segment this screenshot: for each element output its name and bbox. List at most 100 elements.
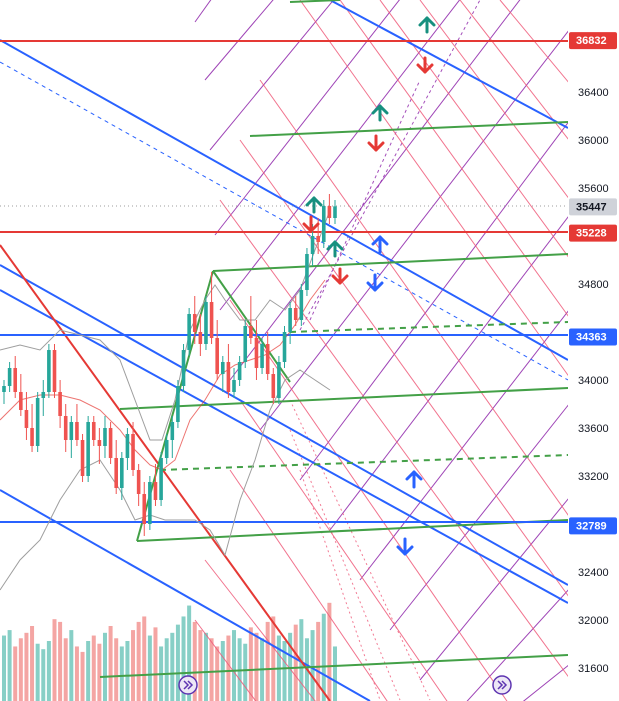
red-dotted-line (299, 469, 381, 701)
purple-line (194, 0, 212, 23)
candle-body (232, 380, 236, 392)
candle (125, 428, 130, 470)
candle-body (120, 458, 124, 488)
blue-channel-line (0, 264, 568, 586)
candle (271, 368, 276, 404)
candle-body (243, 326, 248, 362)
blue-down-arrow-icon (366, 273, 384, 292)
candle (176, 380, 180, 428)
candle-body (204, 302, 208, 344)
red-line (459, 0, 568, 140)
candle-body (136, 470, 141, 494)
red-dotted-line (289, 429, 401, 701)
red-line (239, 139, 568, 597)
blue-channel-line (0, 489, 371, 701)
candle (282, 326, 287, 368)
volume-bar (243, 643, 248, 701)
volume-bar (187, 605, 192, 701)
volume-bar (175, 624, 180, 701)
red-down-arrow-icon (367, 134, 385, 152)
candle-body (226, 362, 231, 392)
green-dashed-line (289, 321, 568, 333)
candle (86, 416, 90, 482)
candle-body (321, 206, 326, 242)
volume-bar (86, 641, 91, 701)
candle-body (52, 350, 57, 392)
volume-bar (198, 630, 203, 701)
purple-line (522, 664, 568, 701)
candle-body (260, 344, 264, 368)
red-line (229, 469, 388, 701)
candle (24, 392, 29, 440)
volume-bar (18, 638, 23, 701)
volume-bar (215, 646, 220, 701)
candle-body (327, 206, 332, 218)
candle-body (58, 392, 62, 416)
price-tick-label: 34800 (578, 279, 609, 291)
volume-bar (63, 638, 68, 701)
candle-body (13, 368, 18, 392)
candle-body (131, 434, 135, 470)
candle (204, 296, 208, 350)
price-tick-label: 31600 (578, 663, 609, 675)
volume-bar (254, 632, 259, 701)
candle-body (41, 392, 46, 398)
candle (159, 452, 163, 506)
red-line (499, 0, 568, 83)
candle (305, 248, 309, 296)
purple-line (219, 0, 461, 311)
candle-body (192, 314, 197, 332)
red-line (379, 0, 568, 258)
volume-bar (142, 616, 147, 701)
candle-body (47, 350, 51, 392)
purple-line (209, 0, 335, 151)
candle-body (103, 428, 107, 446)
candle (198, 314, 203, 356)
volume-bar (164, 638, 169, 701)
candle (209, 272, 214, 344)
volume-bar (248, 627, 253, 701)
candle (114, 440, 119, 494)
price-tick-label: 36400 (578, 87, 609, 99)
candle-body (254, 338, 259, 368)
price-tick-label: 33600 (578, 423, 609, 435)
candle (288, 302, 292, 344)
green-up-arrow-icon (326, 240, 344, 258)
jump-forward-icon[interactable] (178, 675, 198, 695)
candle (35, 392, 40, 452)
blue-channel-line (0, 289, 568, 604)
candle-body (35, 398, 40, 446)
blue-up-arrow-icon (405, 470, 423, 489)
jump-forward-icon[interactable] (492, 675, 512, 695)
candle (170, 416, 175, 458)
candle-body (125, 434, 130, 458)
candle (142, 482, 147, 536)
candle (187, 308, 191, 356)
candle (120, 452, 124, 500)
candle (277, 356, 281, 404)
price-tick-label: 34000 (578, 375, 609, 387)
candle-body (271, 374, 276, 398)
green-line (289, 0, 341, 3)
price-axis[interactable]: 3640036000356003480034400340003360033200… (568, 0, 619, 701)
volume-bar (288, 632, 293, 701)
candle (249, 296, 253, 344)
candle-body (237, 362, 242, 380)
purple-line (214, 0, 400, 236)
candle (103, 416, 107, 458)
candle-body (142, 494, 147, 524)
candle (136, 464, 141, 506)
candle (41, 380, 46, 416)
red-diagonal-line (0, 244, 331, 701)
candle (148, 476, 152, 530)
purple-dashed-line (309, 79, 421, 321)
volume-bar (192, 621, 197, 701)
volume-bar (24, 632, 29, 701)
candle-body (293, 308, 298, 320)
price-tick-label: 33200 (578, 471, 609, 483)
candle-body (7, 368, 12, 386)
volume-bar (327, 602, 332, 701)
candle-body (176, 386, 180, 422)
